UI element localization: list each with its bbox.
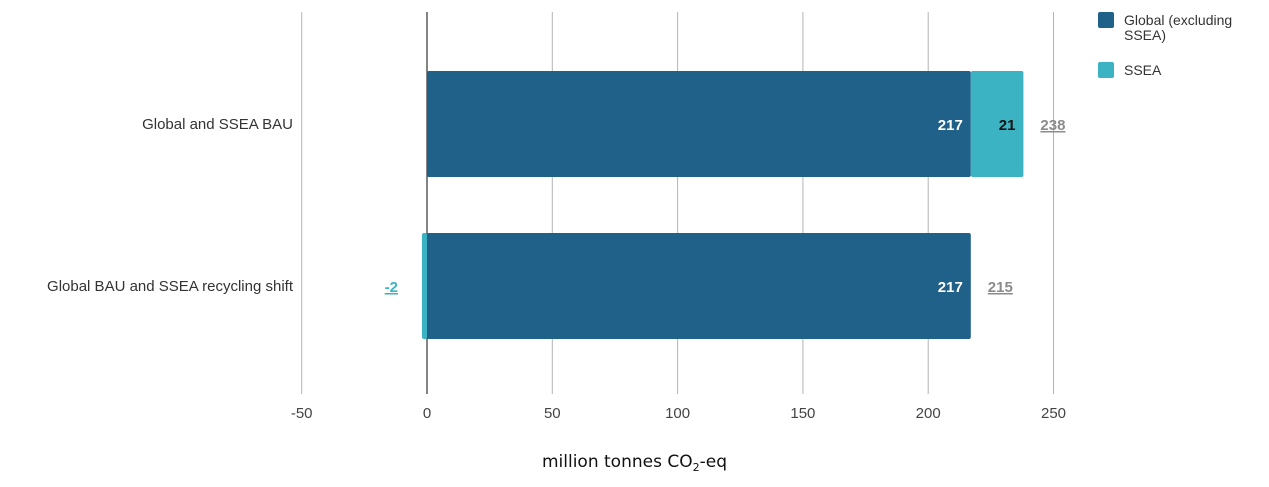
- x-axis-title-main: million tonnes CO: [541, 452, 693, 472]
- bar-segment: [970, 71, 1024, 177]
- legend-label-continued: SSEA): [1124, 27, 1166, 43]
- x-tick-label: 250: [1041, 405, 1066, 422]
- x-axis-title: million tonnes CO2-eq: [0, 452, 1269, 474]
- x-tick-label: 0: [423, 405, 431, 422]
- data-label: 217: [938, 279, 963, 296]
- x-tick-label: 200: [916, 405, 941, 422]
- x-tick-label: 100: [665, 405, 690, 422]
- category-label: Global BAU and SSEA recycling shift: [47, 278, 294, 295]
- category-label: Global and SSEA BAU: [142, 116, 293, 133]
- x-tick-label: 150: [790, 405, 815, 422]
- legend-label: Global (excluding: [1124, 12, 1232, 28]
- legend-swatch: [1098, 12, 1114, 28]
- x-axis-title-subscript: 2: [692, 461, 700, 474]
- data-label: -2: [385, 279, 398, 296]
- bar-segment: [427, 71, 971, 177]
- x-tick-label: -50: [291, 405, 313, 422]
- legend-swatch: [1098, 62, 1114, 78]
- data-label: 21: [999, 117, 1016, 134]
- total-label: 238: [1040, 117, 1065, 134]
- x-tick-label: 50: [544, 405, 561, 422]
- data-label: 217: [938, 117, 963, 134]
- x-axis-title-tail: -eq: [699, 452, 727, 472]
- bar-segment: [421, 233, 427, 339]
- legend-label: SSEA: [1124, 62, 1162, 78]
- bar-segment: [427, 233, 971, 339]
- total-label: 215: [988, 279, 1013, 296]
